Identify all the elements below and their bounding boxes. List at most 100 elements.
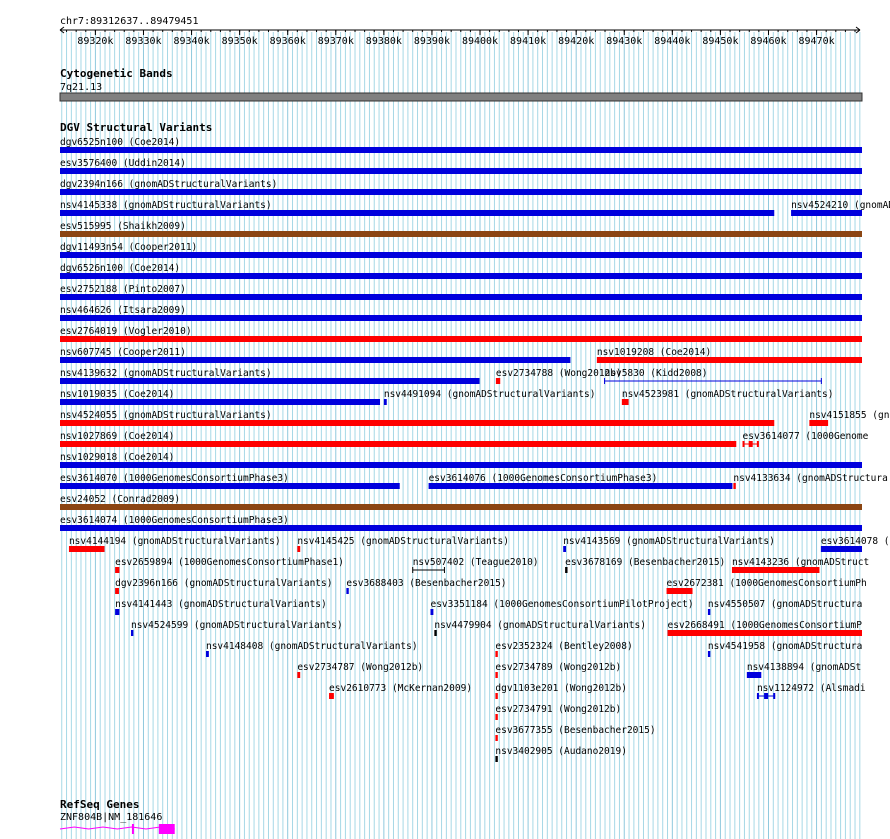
sv-feature[interactable]: nsv607745 (Cooper2011) (60, 347, 571, 363)
sv-feature[interactable]: nsv1027869 (Coe2014) (60, 431, 737, 447)
sv-feature-bar[interactable] (297, 672, 301, 678)
cytoband-7q21-13[interactable] (59, 92, 863, 102)
sv-feature[interactable]: nsv4524599 (gnomADStructuralVariants) (130, 620, 343, 636)
sv-feature[interactable]: esv2352324 (Bentley2008) (495, 641, 633, 657)
sv-feature[interactable]: esv3614077 (1000Genome (742, 431, 869, 447)
sv-feature-bar[interactable] (621, 399, 629, 405)
sv-feature[interactable]: nsv4524055 (gnomADStructuralVariants) (60, 410, 775, 426)
sv-feature-bar[interactable] (60, 420, 775, 426)
sv-feature-bar[interactable] (130, 630, 134, 636)
sv-feature[interactable]: esv3678169 (Besenbacher2015) (565, 557, 725, 573)
sv-feature[interactable]: dgv6525n100 (Coe2014) (60, 137, 862, 153)
sv-feature[interactable]: nsv1019208 (Coe2014) (596, 347, 862, 363)
sv-feature-bar[interactable] (60, 504, 862, 510)
sv-feature[interactable]: esv2734791 (Wong2012b) (495, 704, 621, 720)
sv-feature[interactable]: esv3614074 (1000GenomesConsortiumPhase3) (60, 515, 862, 531)
sv-feature-bar[interactable] (563, 546, 567, 552)
sv-feature[interactable]: dgv2396n166 (gnomADStructuralVariants) (115, 578, 332, 594)
sv-feature-bar[interactable] (60, 525, 862, 531)
gene-znf804b[interactable] (59, 824, 175, 834)
sv-feature[interactable]: esv24052 (Conrad2009) (60, 494, 862, 510)
sv-feature-bar[interactable] (596, 357, 862, 363)
sv-feature[interactable]: nsv4133634 (gnomADStructura (733, 473, 888, 489)
sv-feature[interactable]: nsv4523981 (gnomADStructuralVariants) (621, 389, 834, 405)
sv-feature-bar[interactable] (60, 189, 862, 195)
sv-feature-bar[interactable] (434, 630, 437, 636)
sv-feature[interactable]: nsv3402905 (Audano2019) (495, 746, 627, 762)
sv-feature[interactable]: dgv11493n54 (Cooper2011) (60, 242, 862, 258)
sv-feature-bar[interactable] (60, 483, 400, 489)
gene-exon[interactable] (158, 824, 175, 834)
sv-feature[interactable]: nsv4550507 (gnomADStructura (707, 599, 862, 615)
sv-feature-bar[interactable] (495, 714, 498, 720)
sv-feature-bar[interactable] (60, 273, 862, 279)
sv-feature[interactable]: nsv1019035 (Coe2014) (60, 389, 381, 405)
sv-feature-bar[interactable] (60, 357, 571, 363)
sv-feature-bar[interactable] (495, 735, 498, 741)
sv-feature-bar[interactable] (205, 651, 209, 657)
sv-feature-bar[interactable] (495, 378, 501, 384)
sv-feature-bar[interactable] (115, 567, 120, 573)
sv-feature-bar[interactable] (820, 546, 862, 552)
sv-feature-bar[interactable] (60, 231, 862, 237)
sv-feature[interactable]: esv3614076 (1000GenomesConsortiumPhase3) (428, 473, 733, 489)
sv-feature-bar[interactable] (60, 294, 862, 300)
sv-feature[interactable]: esv2752188 (Pinto2007) (60, 284, 862, 300)
sv-feature[interactable]: nsv4141443 (gnomADStructuralVariants) (115, 599, 327, 615)
sv-feature-bar[interactable] (60, 399, 381, 405)
sv-feature[interactable]: nsv4145425 (gnomADStructuralVariants) (297, 536, 509, 552)
sv-feature-bar[interactable] (60, 336, 862, 342)
sv-feature-bar[interactable] (60, 147, 862, 153)
sv-feature-bar[interactable] (115, 609, 120, 615)
sv-feature[interactable]: nsv4145338 (gnomADStructuralVariants) (60, 200, 775, 216)
sv-feature-bar[interactable] (495, 672, 498, 678)
sv-feature[interactable]: nsv4491094 (gnomADStructuralVariants) (383, 389, 596, 405)
sv-feature-bar[interactable] (731, 567, 820, 573)
sv-feature[interactable]: nsv1029018 (Coe2014) (60, 452, 862, 468)
sv-feature[interactable]: nsv4138894 (gnomADSt (746, 662, 861, 678)
sv-feature[interactable]: esv2734788 (Wong2012b) (495, 368, 622, 384)
sv-feature[interactable]: nsv1124972 (Alsmadi (756, 683, 866, 699)
sv-feature[interactable]: esv3351184 (1000GenomesConsortiumPilotPr… (430, 599, 694, 615)
refseq-genes-track[interactable]: RefSeq Genes ZNF804B|NM_181646 (59, 798, 175, 834)
sv-feature-bar[interactable] (733, 483, 736, 489)
sv-feature-bar[interactable] (60, 252, 862, 258)
sv-feature[interactable]: dgv1103e201 (Wong2012b) (495, 683, 627, 699)
sv-feature-bar[interactable] (707, 609, 711, 615)
sv-feature-bar[interactable] (666, 588, 693, 594)
sv-feature-bar[interactable] (495, 756, 498, 762)
coordinate-ruler[interactable]: chr7:89312637..89479451 89320k 89330k 8934… (59, 16, 861, 47)
sv-feature[interactable]: nsv4541958 (gnomADStructura (707, 641, 862, 657)
sv-feature[interactable]: esv3688403 (Besenbacher2015) (346, 578, 507, 594)
sv-feature-bar[interactable] (60, 462, 862, 468)
sv-feature-bar[interactable] (383, 399, 387, 405)
sv-feature[interactable]: esv3576400 (Uddin2014) (60, 158, 862, 174)
sv-feature-bar[interactable] (428, 483, 733, 489)
sv-feature[interactable]: nsv4144194 (gnomADStructuralVariants) (68, 536, 281, 552)
sv-feature-bar[interactable] (495, 651, 498, 657)
sv-feature[interactable]: nsv4143569 (gnomADStructuralVariants) (563, 536, 775, 552)
sv-feature-bar[interactable] (809, 420, 829, 426)
sv-feature-bar[interactable] (68, 546, 105, 552)
cytoband-track[interactable]: Cytogenetic Bands 7q21.13 (59, 67, 863, 102)
sv-feature[interactable]: dgv6526n100 (Coe2014) (60, 263, 862, 279)
sv-feature[interactable]: nsv5830 (Kidd2008) (604, 368, 822, 384)
sv-feature[interactable]: esv2734789 (Wong2012b) (495, 662, 621, 678)
sv-feature[interactable]: esv2668491 (1000GenomesConsortiumP (667, 620, 863, 636)
sv-feature-bar[interactable] (60, 378, 480, 384)
sv-feature-bar[interactable] (60, 441, 737, 447)
sv-feature[interactable]: nsv4139632 (gnomADStructuralVariants) (60, 368, 480, 384)
sv-feature-bar[interactable] (60, 315, 862, 321)
sv-feature[interactable]: esv2764019 (Vogler2010) (60, 326, 862, 342)
sv-feature[interactable]: nsv4148408 (gnomADStructuralVariants) (205, 641, 418, 657)
sv-feature[interactable]: esv3677355 (Besenbacher2015) (495, 725, 656, 741)
sv-feature-bar[interactable] (565, 567, 568, 573)
gene-exon[interactable] (131, 824, 134, 834)
sv-feature[interactable]: nsv4524210 (gnomAD (791, 200, 890, 216)
sv-feature-bar[interactable] (115, 588, 119, 594)
sv-feature-bar[interactable] (791, 210, 862, 216)
sv-feature-bar[interactable] (707, 651, 711, 657)
sv-feature[interactable]: esv2672381 (1000GenomesConsortiumPh (666, 578, 867, 594)
sv-feature[interactable]: nsv507402 (Teague2010) (412, 557, 539, 573)
